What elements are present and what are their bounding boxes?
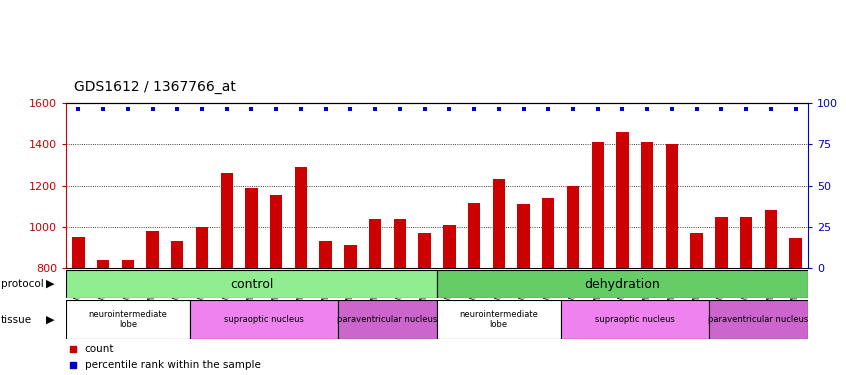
Bar bbox=[344, 245, 356, 268]
Point bbox=[715, 106, 728, 112]
Bar bbox=[338, 300, 437, 339]
Point bbox=[492, 106, 506, 112]
Point bbox=[517, 106, 530, 112]
Bar bbox=[171, 242, 184, 268]
Bar bbox=[393, 219, 406, 268]
Bar bbox=[72, 237, 85, 268]
Text: count: count bbox=[85, 344, 114, 354]
Point bbox=[244, 106, 258, 112]
Point bbox=[788, 106, 802, 112]
Bar bbox=[616, 132, 629, 268]
Bar bbox=[97, 260, 109, 268]
Point bbox=[393, 106, 407, 112]
Point bbox=[171, 106, 184, 112]
Point bbox=[591, 106, 605, 112]
Text: protocol: protocol bbox=[1, 279, 44, 289]
Bar bbox=[437, 270, 808, 298]
Bar bbox=[146, 231, 159, 268]
Bar bbox=[190, 300, 338, 339]
Bar bbox=[690, 233, 703, 268]
Text: ▶: ▶ bbox=[46, 315, 54, 325]
Point bbox=[418, 106, 431, 112]
Point bbox=[616, 106, 629, 112]
Point bbox=[269, 106, 283, 112]
Point bbox=[665, 106, 678, 112]
Point bbox=[195, 106, 209, 112]
Bar bbox=[518, 204, 530, 268]
Point bbox=[294, 106, 308, 112]
Point bbox=[343, 106, 357, 112]
Bar bbox=[709, 300, 808, 339]
Bar bbox=[666, 144, 678, 268]
Text: GDS1612 / 1367766_at: GDS1612 / 1367766_at bbox=[74, 80, 236, 94]
Point bbox=[541, 106, 555, 112]
Bar bbox=[122, 260, 134, 268]
Bar bbox=[468, 203, 481, 268]
Point bbox=[689, 106, 703, 112]
Point bbox=[67, 346, 80, 352]
Point bbox=[220, 106, 233, 112]
Bar bbox=[270, 195, 283, 268]
Bar bbox=[195, 227, 208, 268]
Bar bbox=[437, 300, 561, 339]
Bar bbox=[66, 300, 190, 339]
Point bbox=[146, 106, 159, 112]
Bar bbox=[591, 142, 604, 268]
Bar bbox=[561, 300, 709, 339]
Point bbox=[67, 362, 80, 368]
Text: paraventricular nucleus: paraventricular nucleus bbox=[708, 315, 809, 324]
Text: supraoptic nucleus: supraoptic nucleus bbox=[224, 315, 304, 324]
Bar bbox=[443, 225, 455, 268]
Point bbox=[739, 106, 753, 112]
Text: neurointermediate
lobe: neurointermediate lobe bbox=[88, 310, 168, 329]
Text: neurointermediate
lobe: neurointermediate lobe bbox=[459, 310, 538, 329]
Text: paraventricular nucleus: paraventricular nucleus bbox=[338, 315, 437, 324]
Bar bbox=[567, 186, 580, 268]
Bar bbox=[715, 216, 728, 268]
Bar bbox=[294, 167, 307, 268]
Point bbox=[640, 106, 654, 112]
Point bbox=[96, 106, 110, 112]
Bar bbox=[492, 179, 505, 268]
Bar bbox=[66, 270, 437, 298]
Bar bbox=[419, 233, 431, 268]
Bar bbox=[245, 188, 258, 268]
Text: supraoptic nucleus: supraoptic nucleus bbox=[595, 315, 675, 324]
Text: ▶: ▶ bbox=[46, 279, 54, 289]
Bar bbox=[320, 242, 332, 268]
Text: percentile rank within the sample: percentile rank within the sample bbox=[85, 360, 261, 370]
Point bbox=[764, 106, 777, 112]
Point bbox=[121, 106, 135, 112]
Bar bbox=[641, 142, 653, 268]
Text: control: control bbox=[230, 278, 273, 291]
Bar bbox=[221, 173, 233, 268]
Point bbox=[566, 106, 580, 112]
Text: tissue: tissue bbox=[1, 315, 32, 325]
Point bbox=[442, 106, 456, 112]
Point bbox=[467, 106, 481, 112]
Bar bbox=[740, 216, 752, 268]
Point bbox=[368, 106, 382, 112]
Point bbox=[319, 106, 332, 112]
Bar bbox=[765, 210, 777, 268]
Bar bbox=[789, 238, 802, 268]
Bar bbox=[369, 219, 382, 268]
Bar bbox=[542, 198, 554, 268]
Text: dehydration: dehydration bbox=[585, 278, 661, 291]
Point bbox=[72, 106, 85, 112]
